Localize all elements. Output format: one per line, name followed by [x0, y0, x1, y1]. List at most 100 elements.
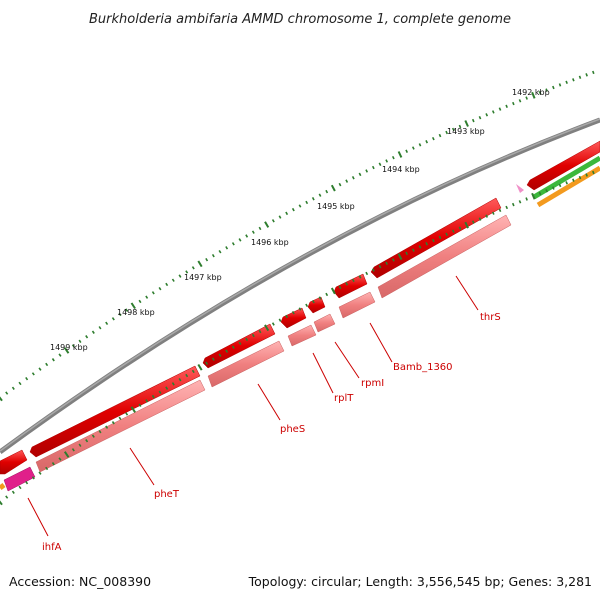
minor-tick — [512, 101, 515, 106]
major-tick — [63, 451, 70, 458]
minor-tick — [171, 278, 175, 282]
kbp-label: 1493 kbp — [447, 127, 485, 136]
minor-tick — [365, 169, 369, 173]
minor-tick — [585, 173, 588, 177]
minor-tick — [505, 104, 508, 108]
orange-edge-fragment — [0, 483, 6, 490]
cds-pink — [35, 379, 206, 473]
reverse-cds-track — [35, 214, 512, 473]
minor-tick — [5, 495, 9, 499]
minor-tick — [378, 162, 382, 166]
genome-backbone-highlight — [0, 118, 600, 452]
minor-tick — [205, 258, 209, 262]
minor-tick — [345, 179, 349, 183]
minor-tick — [485, 214, 489, 218]
minor-tick — [31, 372, 35, 376]
minor-tick — [125, 412, 129, 416]
major-tick — [397, 151, 403, 158]
green-feature-track — [532, 155, 600, 200]
accession-text: Accession: NC_008390 — [9, 574, 151, 589]
minor-tick — [425, 140, 429, 144]
minor-tick — [18, 485, 22, 490]
minor-tick — [125, 308, 129, 312]
minor-tick — [418, 143, 422, 147]
minor-tick — [71, 448, 75, 452]
minor-tick — [451, 127, 455, 132]
minor-tick — [298, 307, 302, 311]
minor-tick — [431, 238, 435, 243]
major-tick — [0, 396, 3, 402]
minor-tick — [245, 234, 249, 238]
minor-tick — [185, 270, 189, 274]
major-tick — [330, 184, 336, 192]
minor-tick — [458, 124, 462, 129]
minor-tick — [51, 462, 55, 466]
minor-tick — [558, 183, 562, 188]
minor-tick — [318, 296, 322, 300]
minor-tick — [158, 286, 162, 291]
minor-tick — [78, 443, 82, 447]
minor-tick — [38, 471, 42, 475]
minor-tick — [118, 312, 122, 317]
minor-tick — [305, 200, 309, 205]
leader-rplT — [312, 352, 334, 394]
minor-tick — [592, 170, 595, 175]
minor-tick — [31, 476, 35, 480]
minor-tick — [225, 349, 229, 353]
gene-label-ihfA: ihfA — [42, 542, 62, 553]
minor-tick — [158, 390, 162, 395]
minor-tick — [371, 165, 375, 170]
label-leaders — [27, 275, 479, 537]
minor-tick — [391, 155, 395, 160]
minor-tick — [151, 291, 155, 295]
minor-tick — [505, 205, 509, 210]
minor-tick — [585, 73, 588, 77]
minor-tick — [552, 85, 555, 90]
major-tick — [464, 120, 469, 127]
minor-tick — [538, 191, 542, 196]
minor-tick — [71, 344, 75, 348]
minor-tick — [371, 268, 375, 272]
minor-tick — [338, 182, 342, 187]
minor-tick — [358, 172, 362, 177]
minor-tick — [305, 303, 309, 307]
kbp-label: 1492 kbp — [512, 88, 550, 97]
minor-tick — [385, 159, 389, 163]
major-tick — [130, 302, 136, 310]
minor-tick — [438, 133, 442, 138]
minor-tick — [445, 130, 449, 135]
feature-marker — [516, 184, 524, 193]
minor-tick — [185, 373, 189, 378]
major-tick — [264, 324, 270, 332]
minor-tick — [411, 146, 415, 150]
minor-tick — [45, 362, 49, 367]
minor-tick — [151, 394, 155, 399]
minor-tick — [278, 215, 282, 219]
minor-tick — [478, 217, 482, 221]
minor-tick — [51, 358, 55, 362]
minor-tick — [325, 189, 329, 194]
minor-tick — [58, 353, 62, 357]
minor-tick — [191, 369, 195, 374]
minor-tick — [572, 78, 575, 82]
minor-tick — [458, 226, 462, 230]
minor-tick — [525, 96, 528, 100]
minor-tick — [238, 341, 242, 346]
minor-tick — [145, 295, 149, 299]
minor-tick — [271, 219, 275, 223]
minor-tick — [491, 211, 495, 215]
minor-tick — [318, 193, 322, 197]
minor-tick — [178, 274, 182, 278]
major-tick — [130, 406, 136, 413]
minor-tick — [592, 70, 595, 75]
major-tick — [63, 347, 70, 354]
minor-tick — [285, 314, 289, 319]
kbp-label: 1497 kbp — [184, 273, 222, 282]
minor-tick — [511, 202, 515, 207]
minor-tick — [418, 245, 422, 249]
minor-tick — [165, 386, 169, 390]
minor-tick — [225, 246, 229, 250]
minor-tick — [11, 490, 15, 494]
kbp-label: 1494 kbp — [382, 165, 420, 174]
map-title: Burkholderia ambifaria AMMD chromosome 1… — [89, 12, 511, 27]
